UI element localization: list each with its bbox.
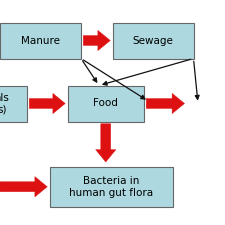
- FancyBboxPatch shape: [50, 166, 173, 207]
- FancyBboxPatch shape: [0, 86, 27, 122]
- FancyBboxPatch shape: [68, 86, 144, 122]
- Text: Food: Food: [93, 99, 118, 108]
- Polygon shape: [146, 93, 184, 114]
- Text: Manure: Manure: [21, 36, 60, 45]
- Text: als
s): als s): [0, 93, 10, 114]
- FancyBboxPatch shape: [0, 22, 81, 58]
- Text: Bacteria in
human gut flora: Bacteria in human gut flora: [69, 176, 153, 198]
- FancyBboxPatch shape: [112, 22, 194, 58]
- Polygon shape: [96, 124, 116, 162]
- Polygon shape: [29, 93, 65, 114]
- Text: Sewage: Sewage: [133, 36, 173, 45]
- Polygon shape: [83, 30, 110, 51]
- Polygon shape: [0, 177, 47, 197]
